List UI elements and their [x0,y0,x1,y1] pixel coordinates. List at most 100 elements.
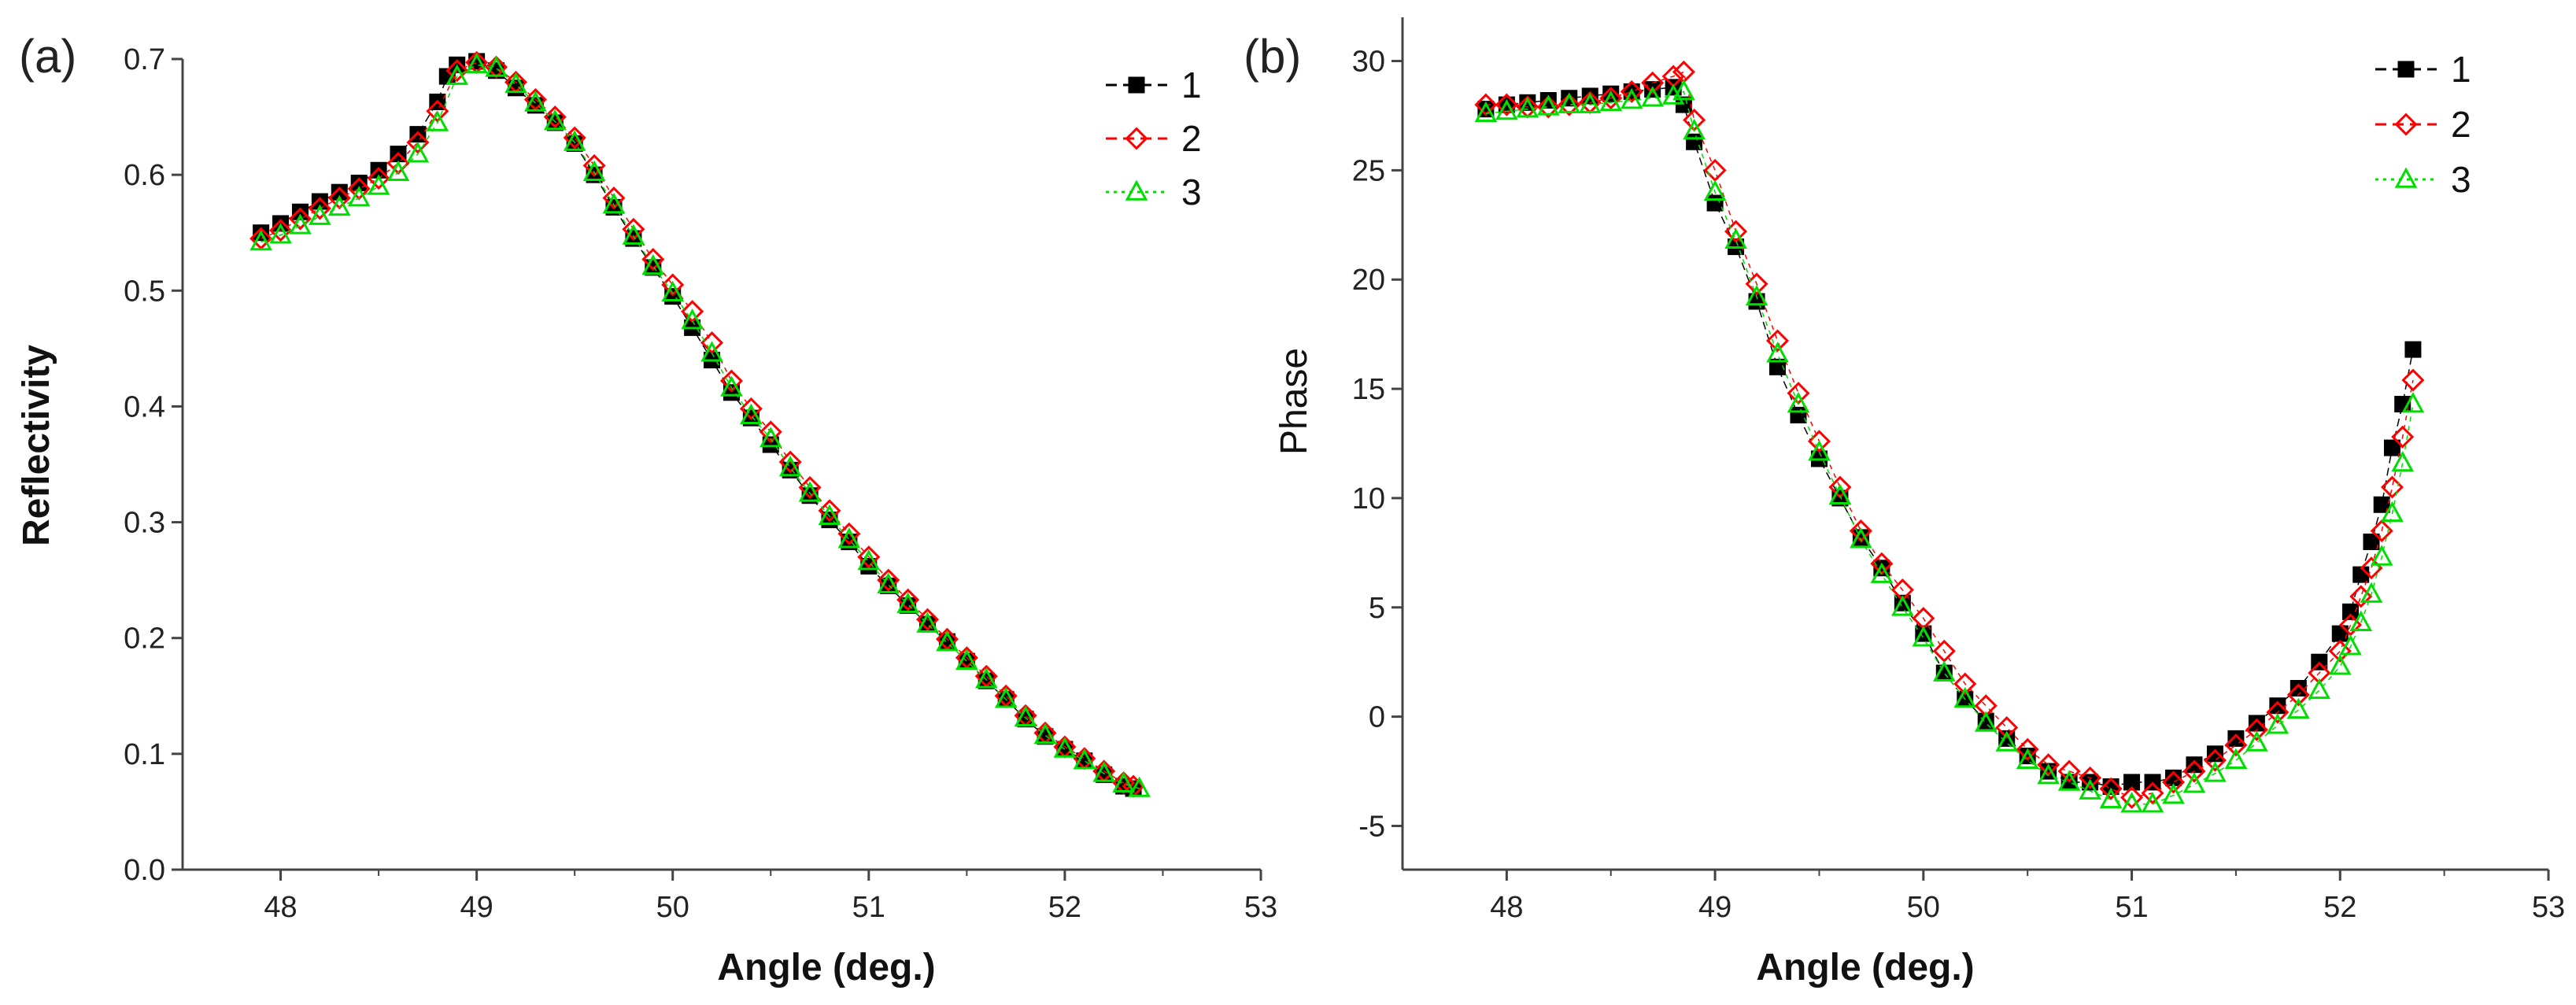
series-3-point [936,630,959,652]
x-axis-label-b: Angle (deg.) [1756,947,1974,988]
legend-label: 2 [1181,118,1202,159]
series-3-point [445,64,469,85]
legend-marker [2397,61,2415,78]
series-2-point [641,248,665,272]
x-tick-label: 51 [2115,891,2148,924]
series-3-point [2287,697,2310,719]
series-2-point [2120,785,2144,809]
series-3-point [740,403,763,424]
series-3-point [1112,771,1135,793]
y-tick-label: 0.3 [124,507,165,540]
series-2-point [759,420,782,444]
legend-marker [1125,179,1148,201]
series-2-point [543,105,567,129]
series-3-point [1620,87,1643,109]
series-2-point [1765,329,1790,353]
legend-item-3: 3 [2375,159,2471,200]
series-3-point [1033,722,1057,745]
series-2-point [661,273,685,297]
series-3-point [1092,761,1116,782]
data-marks-a [249,50,1151,798]
series-3-point [485,56,508,77]
series-1-point [2269,697,2286,715]
series-3-point [1014,705,1037,727]
legend-a: 1 2 3 [1106,65,1202,212]
series-1-point [2123,774,2141,791]
y-tick-label: 0.4 [124,390,165,423]
axes-b: 48 49 50 51 52 53 -5 0 5 10 15 20 25 30 [1352,17,2565,924]
y-tick-label: 0.7 [124,43,165,76]
series-2-point [916,608,940,631]
y-tick-label: 15 [1352,373,1385,406]
series-3-point [1891,595,1914,616]
y-tick-label: 25 [1352,154,1385,187]
series-3-point [1672,79,1695,101]
series-3-point [602,192,626,214]
y-axis-label-a: Reflectivity [16,345,57,546]
series-2-point [778,450,802,474]
series-3-point [1073,748,1096,770]
series-3-point [406,142,430,163]
series-3-point [524,91,547,112]
series-3-point [916,611,939,633]
legend-b: 1 2 3 [2375,49,2471,200]
legend-item-1: 1 [2375,49,2471,90]
series-2-point [877,568,900,592]
series-2-line [1485,71,2414,799]
series-3-point [2204,761,2227,782]
series-3-point [504,72,527,94]
legend-label: 1 [1181,65,1202,105]
series-2-point [1474,93,1498,116]
series-3-point [1641,86,1664,107]
series-2-point [1724,220,1748,243]
series-3-point [955,648,978,670]
series-3-point [1683,118,1706,140]
series-3-point [2162,783,2185,804]
x-tick-label: 52 [1048,891,1081,924]
legend-item-3: 3 [1106,172,1202,212]
series-2-point [700,331,724,355]
series-3-point [2370,545,2393,566]
series-2-point [563,126,586,150]
series-2-point [896,588,920,611]
series-3-point [2120,792,2143,813]
series-2-point [426,99,449,123]
series-3-point [720,375,743,397]
series-2-point [857,545,881,569]
series-3-point [641,253,665,275]
series-3-point [2349,610,2373,632]
series-2-point [2245,718,2268,741]
series-3-point [974,667,998,689]
series-2 [1474,60,2425,809]
series-3-point [877,572,900,593]
y-axis-label-b: Phase [1273,348,1315,455]
series-3-point [1766,342,1789,363]
series-3-point [2360,582,2383,603]
series-2-point [1703,158,1727,182]
series-1-point [2352,566,2370,583]
series-1-point [2404,341,2422,358]
series-3-point [661,280,685,302]
y-tick-label: 0.1 [124,738,165,771]
series-3-point [2308,678,2331,700]
series-2-point [485,55,508,79]
x-tick-label: 52 [2323,891,2356,924]
y-tick-label: 20 [1352,264,1385,297]
x-tick-label: 49 [1698,891,1732,924]
series-2-point [2266,700,2290,724]
series-2-point [2161,770,2186,794]
series-3-point [681,308,704,330]
series-3-point [622,224,645,245]
series-3-point [269,223,292,244]
series-3-point [1850,527,1872,549]
series-2-point [1672,60,1695,83]
series-2-point [308,197,331,220]
legend-item-2: 2 [2375,104,2471,145]
series-3-point [1787,391,1810,413]
series-2-point [818,499,841,523]
series-2-point [2286,683,2310,707]
x-tick-label: 50 [1907,891,1940,924]
y-tick-label: 0.5 [124,275,165,308]
series-3-point [543,109,567,131]
